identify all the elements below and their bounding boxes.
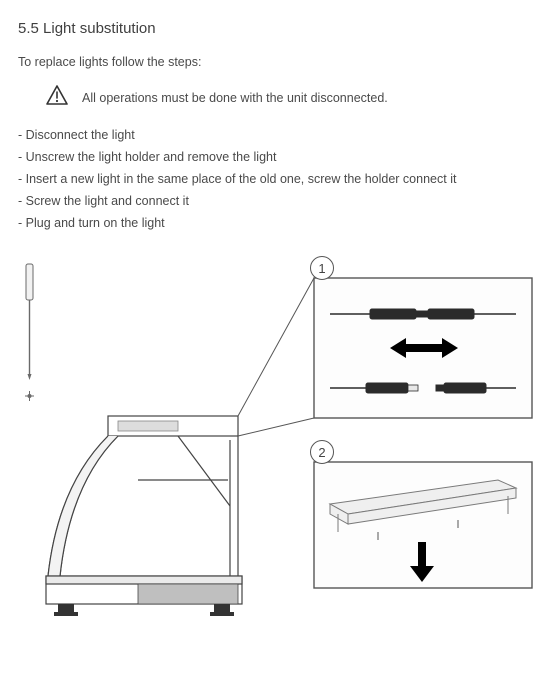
step-item: - Plug and turn on the light [18,216,537,230]
warning-row: All operations must be done with the uni… [46,85,537,110]
steps-list: - Disconnect the light - Unscrew the lig… [18,128,537,230]
section-number: 5.5 [18,20,39,37]
leader-lines [238,278,314,436]
section-heading: 5.5 Light substitution [18,20,537,37]
detail-box-2 [314,462,532,588]
diagram-svg [18,256,538,636]
step-item: - Insert a new light in the same place o… [18,172,537,186]
display-unit [46,416,242,616]
callout-1: 1 [310,256,334,280]
detail-box-1 [314,278,532,418]
callout-2-label: 2 [318,445,325,460]
warning-triangle-icon [46,85,68,110]
manual-page: 5.5 Light substitution To replace lights… [0,0,555,646]
screwdriver-icon [25,264,34,401]
diagram-area: 1 2 [18,256,538,636]
step-item: - Screw the light and connect it [18,194,537,208]
callout-1-label: 1 [318,261,325,276]
step-item: - Unscrew the light holder and remove th… [18,150,537,164]
step-item: - Disconnect the light [18,128,537,142]
callout-2: 2 [310,440,334,464]
warning-text: All operations must be done with the uni… [82,91,388,105]
section-title: Light substitution [43,20,156,37]
intro-text: To replace lights follow the steps: [18,55,537,69]
